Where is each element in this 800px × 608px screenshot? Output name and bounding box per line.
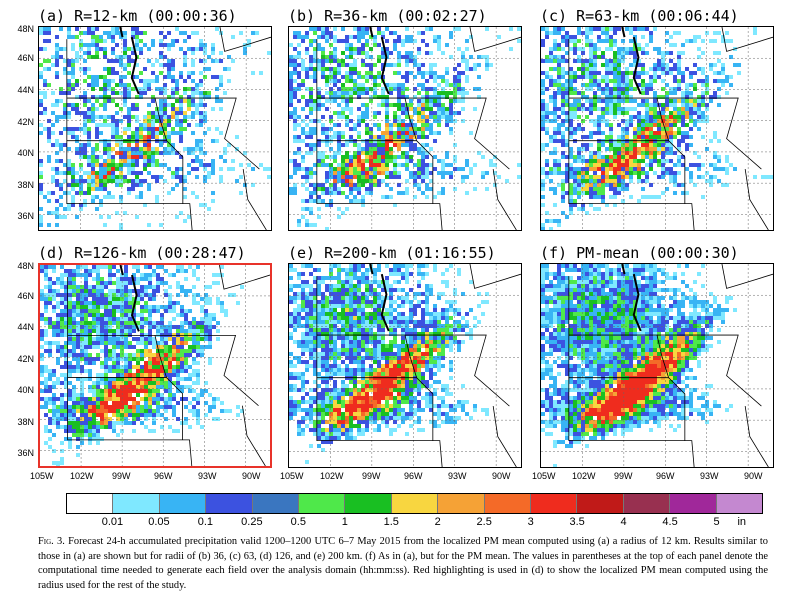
precip-field <box>289 264 489 464</box>
colorbar-swatch <box>716 494 763 513</box>
lon-label: 90W <box>744 471 763 481</box>
colorbar-label: 3.5 <box>569 516 585 528</box>
colorbar-swatch <box>159 494 207 513</box>
lat-label: 42N <box>17 354 34 364</box>
colorbar-swatch <box>67 494 114 513</box>
lat-label: 48N <box>17 261 34 271</box>
colorbar-label: 0.25 <box>241 516 263 528</box>
colorbar-swatch <box>623 494 671 513</box>
figure-caption: Fig. 3. Forecast 24-h accumulated precip… <box>38 535 768 593</box>
precip-colorbar <box>66 493 763 514</box>
colorbar-label: 2 <box>434 516 441 528</box>
colorbar-swatch <box>531 494 578 513</box>
map-gridlines <box>289 264 521 467</box>
lon-label: 93W <box>448 471 467 481</box>
precip-map <box>288 26 522 231</box>
lon-label: 99W <box>112 471 131 481</box>
precip-map-highlighted <box>38 263 272 468</box>
state-borders <box>568 264 773 467</box>
lon-label: 93W <box>700 471 719 481</box>
lon-label: 102W <box>320 471 344 481</box>
state-borders <box>316 27 521 230</box>
colorbar-swatch <box>484 494 532 513</box>
lon-label: 105W <box>30 471 54 481</box>
colorbar-label: 0.01 <box>101 516 124 528</box>
lat-label: 42N <box>17 117 34 127</box>
colorbar-label: 0.1 <box>197 516 214 528</box>
lat-label: 46N <box>17 291 34 301</box>
lon-label: 102W <box>70 471 94 481</box>
lon-label: 96W <box>404 471 423 481</box>
colorbar-swatch <box>113 494 160 513</box>
state-borders <box>568 27 773 230</box>
colorbar-swatch <box>670 494 717 513</box>
map-gridlines <box>541 27 773 230</box>
precip-map <box>540 26 774 231</box>
lon-label: 93W <box>198 471 217 481</box>
lat-label: 40N <box>17 148 34 158</box>
figure-number: Fig. 3. <box>38 536 65 547</box>
panel-title: (c) R=63-km (00:06:44) <box>540 7 739 25</box>
lat-label: 38N <box>17 417 34 427</box>
map-gridlines <box>39 27 271 230</box>
colorbar-label: 5 <box>713 516 720 528</box>
precip-field <box>541 27 773 230</box>
map-gridlines <box>40 265 270 466</box>
lat-label: 44N <box>17 85 34 95</box>
lon-label: 90W <box>242 471 261 481</box>
lon-label: 99W <box>362 471 381 481</box>
lon-label: 99W <box>614 471 633 481</box>
colorbar-label: 1 <box>341 516 348 528</box>
state-borders <box>66 27 271 230</box>
lat-label: 40N <box>17 385 34 395</box>
colorbar-label: 0.05 <box>148 516 170 528</box>
map-gridlines <box>289 27 521 230</box>
precip-field <box>541 264 737 467</box>
state-borders <box>67 265 270 466</box>
panel-title: (f) PM-mean (00:00:30) <box>540 244 739 262</box>
lat-label: 46N <box>17 53 34 63</box>
lat-label: 44N <box>17 322 34 332</box>
colorbar-swatch <box>252 494 300 513</box>
colorbar-label: 1.5 <box>383 516 399 528</box>
lat-label: 48N <box>17 24 34 34</box>
colorbar-swatch <box>577 494 624 513</box>
panel-title: (d) R=126-km (00:28:47) <box>38 244 246 262</box>
lon-label: 105W <box>532 471 556 481</box>
precip-field <box>40 265 244 466</box>
colorbar-label: in <box>737 516 747 528</box>
panel-title: (b) R=36-km (00:02:27) <box>288 7 487 25</box>
precip-map <box>540 263 774 468</box>
colorbar-label: 2.5 <box>476 516 492 528</box>
lon-label: 90W <box>492 471 511 481</box>
lon-label: 96W <box>656 471 675 481</box>
lon-label: 96W <box>154 471 173 481</box>
precip-field <box>289 27 521 230</box>
colorbar-swatch <box>391 494 439 513</box>
precip-field <box>39 27 271 230</box>
caption-text: Forecast 24-h accumulated precipitation … <box>38 536 768 591</box>
panel-title: (a) R=12-km (00:00:36) <box>38 7 237 25</box>
precip-map <box>38 26 272 231</box>
state-borders <box>316 264 521 467</box>
colorbar-label: 0.5 <box>290 516 306 528</box>
map-gridlines <box>541 264 773 467</box>
colorbar-swatch <box>438 494 485 513</box>
lat-label: 38N <box>17 180 34 190</box>
panel-title: (e) R=200-km (01:16:55) <box>288 244 496 262</box>
colorbar-label: 3 <box>527 516 534 528</box>
colorbar-swatch <box>345 494 392 513</box>
precip-map <box>288 263 522 468</box>
colorbar-label: 4.5 <box>662 516 678 528</box>
lat-label: 36N <box>17 211 34 221</box>
colorbar-swatch <box>299 494 346 513</box>
colorbar-swatch <box>206 494 253 513</box>
lat-label: 36N <box>17 448 34 458</box>
lon-label: 102W <box>572 471 596 481</box>
colorbar-label: 4 <box>620 516 627 528</box>
lon-label: 105W <box>280 471 304 481</box>
